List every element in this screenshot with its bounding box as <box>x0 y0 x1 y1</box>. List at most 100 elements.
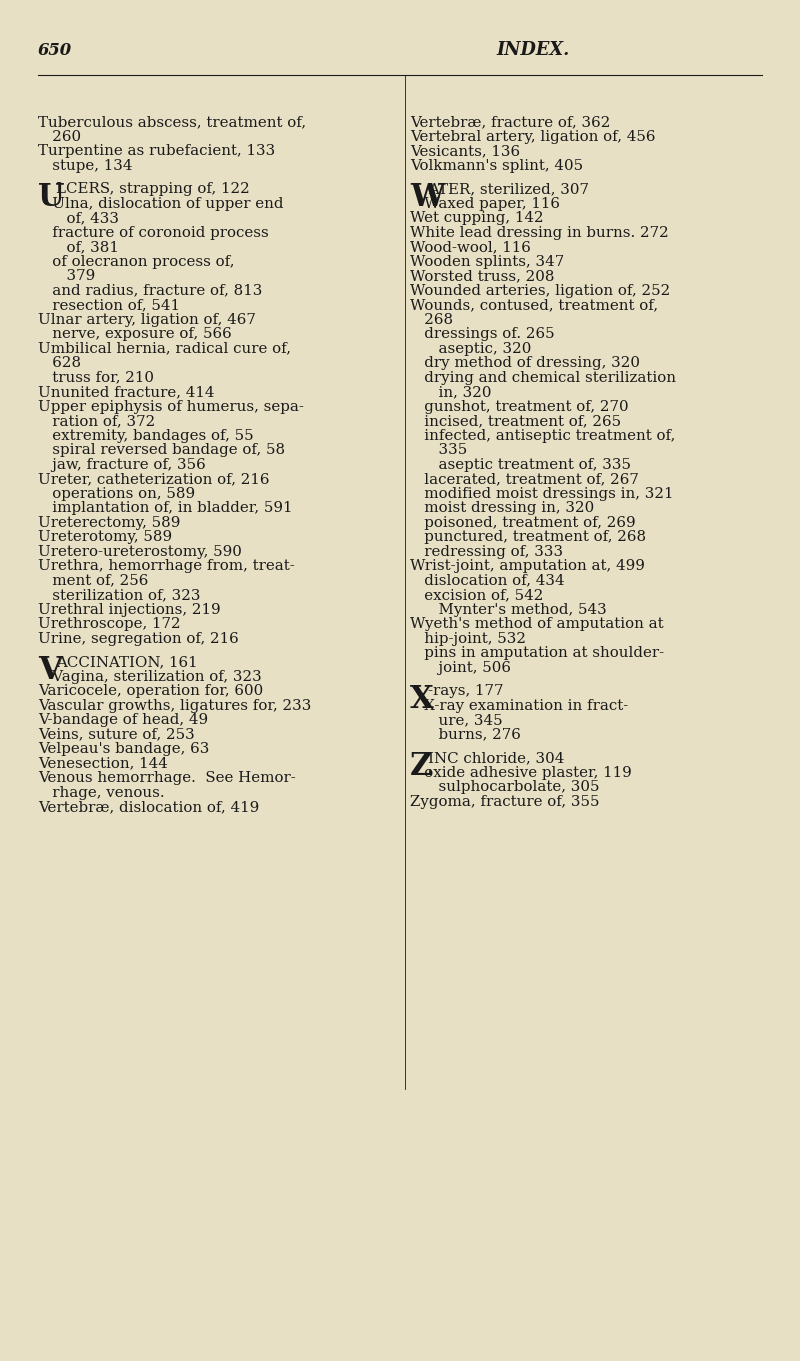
Text: Varicocele, operation for, 600: Varicocele, operation for, 600 <box>38 685 263 698</box>
Text: lacerated, treatment of, 267: lacerated, treatment of, 267 <box>410 472 639 486</box>
Text: sterilization of, 323: sterilization of, 323 <box>38 588 201 602</box>
Text: Umbilical hernia, radical cure of,: Umbilical hernia, radical cure of, <box>38 342 291 355</box>
Text: drying and chemical sterilization: drying and chemical sterilization <box>410 370 676 385</box>
Text: punctured, treatment of, 268: punctured, treatment of, 268 <box>410 529 646 544</box>
Text: 268: 268 <box>410 313 453 327</box>
Text: X-ray examination in fract-: X-ray examination in fract- <box>410 698 628 713</box>
Text: Urine, segregation of, 216: Urine, segregation of, 216 <box>38 632 238 645</box>
Text: 260: 260 <box>38 129 81 143</box>
Text: Wounds, contused, treatment of,: Wounds, contused, treatment of, <box>410 298 658 312</box>
Text: INC chloride, 304: INC chloride, 304 <box>428 751 564 765</box>
Text: stupe, 134: stupe, 134 <box>38 158 133 173</box>
Text: Ulna, dislocation of upper end: Ulna, dislocation of upper end <box>38 196 283 211</box>
Text: Waxed paper, 116: Waxed paper, 116 <box>410 196 560 211</box>
Text: Vertebral artery, ligation of, 456: Vertebral artery, ligation of, 456 <box>410 129 655 143</box>
Text: nerve, exposure of, 566: nerve, exposure of, 566 <box>38 327 232 342</box>
Text: Ureterectomy, 589: Ureterectomy, 589 <box>38 516 180 529</box>
Text: Ureter, catheterization of, 216: Ureter, catheterization of, 216 <box>38 472 270 486</box>
Text: Wood-wool, 116: Wood-wool, 116 <box>410 240 531 255</box>
Text: moist dressing in, 320: moist dressing in, 320 <box>410 501 594 514</box>
Text: jaw, fracture of, 356: jaw, fracture of, 356 <box>38 457 206 471</box>
Text: V: V <box>38 655 62 686</box>
Text: Uretero-ureterostomy, 590: Uretero-ureterostomy, 590 <box>38 544 242 558</box>
Text: in, 320: in, 320 <box>410 385 491 399</box>
Text: modified moist dressings in, 321: modified moist dressings in, 321 <box>410 486 674 501</box>
Text: aseptic treatment of, 335: aseptic treatment of, 335 <box>410 457 631 471</box>
Text: Ununited fracture, 414: Ununited fracture, 414 <box>38 385 214 399</box>
Text: Wrist-joint, amputation at, 499: Wrist-joint, amputation at, 499 <box>410 559 645 573</box>
Text: infected, antiseptic treatment of,: infected, antiseptic treatment of, <box>410 429 675 442</box>
Text: Urethra, hemorrhage from, treat-: Urethra, hemorrhage from, treat- <box>38 559 294 573</box>
Text: Vesicants, 136: Vesicants, 136 <box>410 144 520 158</box>
Text: dressings of. 265: dressings of. 265 <box>410 327 554 342</box>
Text: ATER, sterilized, 307: ATER, sterilized, 307 <box>428 182 589 196</box>
Text: joint, 506: joint, 506 <box>410 660 511 675</box>
Text: LCERS, strapping of, 122: LCERS, strapping of, 122 <box>56 182 250 196</box>
Text: 379: 379 <box>38 269 95 283</box>
Text: oxide adhesive plaster, 119: oxide adhesive plaster, 119 <box>410 765 632 780</box>
Text: extremity, bandages of, 55: extremity, bandages of, 55 <box>38 429 254 442</box>
Text: 628: 628 <box>38 357 81 370</box>
Text: U: U <box>38 182 65 214</box>
Text: spiral reversed bandage of, 58: spiral reversed bandage of, 58 <box>38 442 285 457</box>
Text: pins in amputation at shoulder-: pins in amputation at shoulder- <box>410 646 664 660</box>
Text: dry method of dressing, 320: dry method of dressing, 320 <box>410 357 640 370</box>
Text: Worsted truss, 208: Worsted truss, 208 <box>410 269 554 283</box>
Text: aseptic, 320: aseptic, 320 <box>410 342 531 355</box>
Text: fracture of coronoid process: fracture of coronoid process <box>38 226 269 240</box>
Text: Wyeth's method of amputation at: Wyeth's method of amputation at <box>410 617 664 632</box>
Text: Ulnar artery, ligation of, 467: Ulnar artery, ligation of, 467 <box>38 313 256 327</box>
Text: Urethral injections, 219: Urethral injections, 219 <box>38 603 221 617</box>
Text: sulphocarbolate, 305: sulphocarbolate, 305 <box>410 780 599 793</box>
Text: resection of, 541: resection of, 541 <box>38 298 180 312</box>
Text: of olecranon process of,: of olecranon process of, <box>38 255 234 268</box>
Text: Z: Z <box>410 751 432 783</box>
Text: poisoned, treatment of, 269: poisoned, treatment of, 269 <box>410 516 636 529</box>
Text: Vertebræ, fracture of, 362: Vertebræ, fracture of, 362 <box>410 114 610 129</box>
Text: -rays, 177: -rays, 177 <box>428 685 503 698</box>
Text: V-bandage of head, 49: V-bandage of head, 49 <box>38 713 208 727</box>
Text: Venous hemorrhage.  See Hemor-: Venous hemorrhage. See Hemor- <box>38 770 296 785</box>
Text: Upper epiphysis of humerus, sepa-: Upper epiphysis of humerus, sepa- <box>38 400 304 414</box>
Text: redressing of, 333: redressing of, 333 <box>410 544 563 558</box>
Text: Vertebræ, dislocation of, 419: Vertebræ, dislocation of, 419 <box>38 800 259 814</box>
Text: W: W <box>410 182 444 214</box>
Text: operations on, 589: operations on, 589 <box>38 486 195 501</box>
Text: implantation of, in bladder, 591: implantation of, in bladder, 591 <box>38 501 293 514</box>
Text: Vagina, sterilization of, 323: Vagina, sterilization of, 323 <box>38 670 262 683</box>
Text: dislocation of, 434: dislocation of, 434 <box>410 573 565 588</box>
Text: Volkmann's splint, 405: Volkmann's splint, 405 <box>410 158 583 173</box>
Text: Velpeau's bandage, 63: Velpeau's bandage, 63 <box>38 742 210 755</box>
Text: 335: 335 <box>410 442 467 457</box>
Text: Wet cupping, 142: Wet cupping, 142 <box>410 211 544 225</box>
Text: Wooden splints, 347: Wooden splints, 347 <box>410 255 564 268</box>
Text: 650: 650 <box>38 42 72 59</box>
Text: gunshot, treatment of, 270: gunshot, treatment of, 270 <box>410 400 629 414</box>
Text: Wounded arteries, ligation of, 252: Wounded arteries, ligation of, 252 <box>410 283 670 298</box>
Text: White lead dressing in burns. 272: White lead dressing in burns. 272 <box>410 226 669 240</box>
Text: burns, 276: burns, 276 <box>410 728 521 742</box>
Text: Vascular growths, ligatures for, 233: Vascular growths, ligatures for, 233 <box>38 698 311 713</box>
Text: ration of, 372: ration of, 372 <box>38 414 155 427</box>
Text: ment of, 256: ment of, 256 <box>38 573 148 588</box>
Text: Urethroscope, 172: Urethroscope, 172 <box>38 617 181 632</box>
Text: Venesection, 144: Venesection, 144 <box>38 757 168 770</box>
Text: INDEX.: INDEX. <box>496 41 570 59</box>
Text: Turpentine as rubefacient, 133: Turpentine as rubefacient, 133 <box>38 144 275 158</box>
Text: X: X <box>410 685 434 715</box>
Text: Tuberculous abscess, treatment of,: Tuberculous abscess, treatment of, <box>38 114 306 129</box>
Text: incised, treatment of, 265: incised, treatment of, 265 <box>410 414 621 427</box>
Text: ACCINATION, 161: ACCINATION, 161 <box>56 655 198 670</box>
Text: Mynter's method, 543: Mynter's method, 543 <box>410 603 606 617</box>
Text: hip-joint, 532: hip-joint, 532 <box>410 632 526 645</box>
Text: excision of, 542: excision of, 542 <box>410 588 543 602</box>
Text: of, 381: of, 381 <box>38 240 119 255</box>
Text: rhage, venous.: rhage, venous. <box>38 785 165 799</box>
Text: truss for, 210: truss for, 210 <box>38 370 154 385</box>
Text: Ureterotomy, 589: Ureterotomy, 589 <box>38 529 172 544</box>
Text: ure, 345: ure, 345 <box>410 713 502 727</box>
Text: and radius, fracture of, 813: and radius, fracture of, 813 <box>38 283 262 298</box>
Text: Zygoma, fracture of, 355: Zygoma, fracture of, 355 <box>410 795 599 808</box>
Text: Veins, suture of, 253: Veins, suture of, 253 <box>38 728 194 742</box>
Text: of, 433: of, 433 <box>38 211 119 225</box>
